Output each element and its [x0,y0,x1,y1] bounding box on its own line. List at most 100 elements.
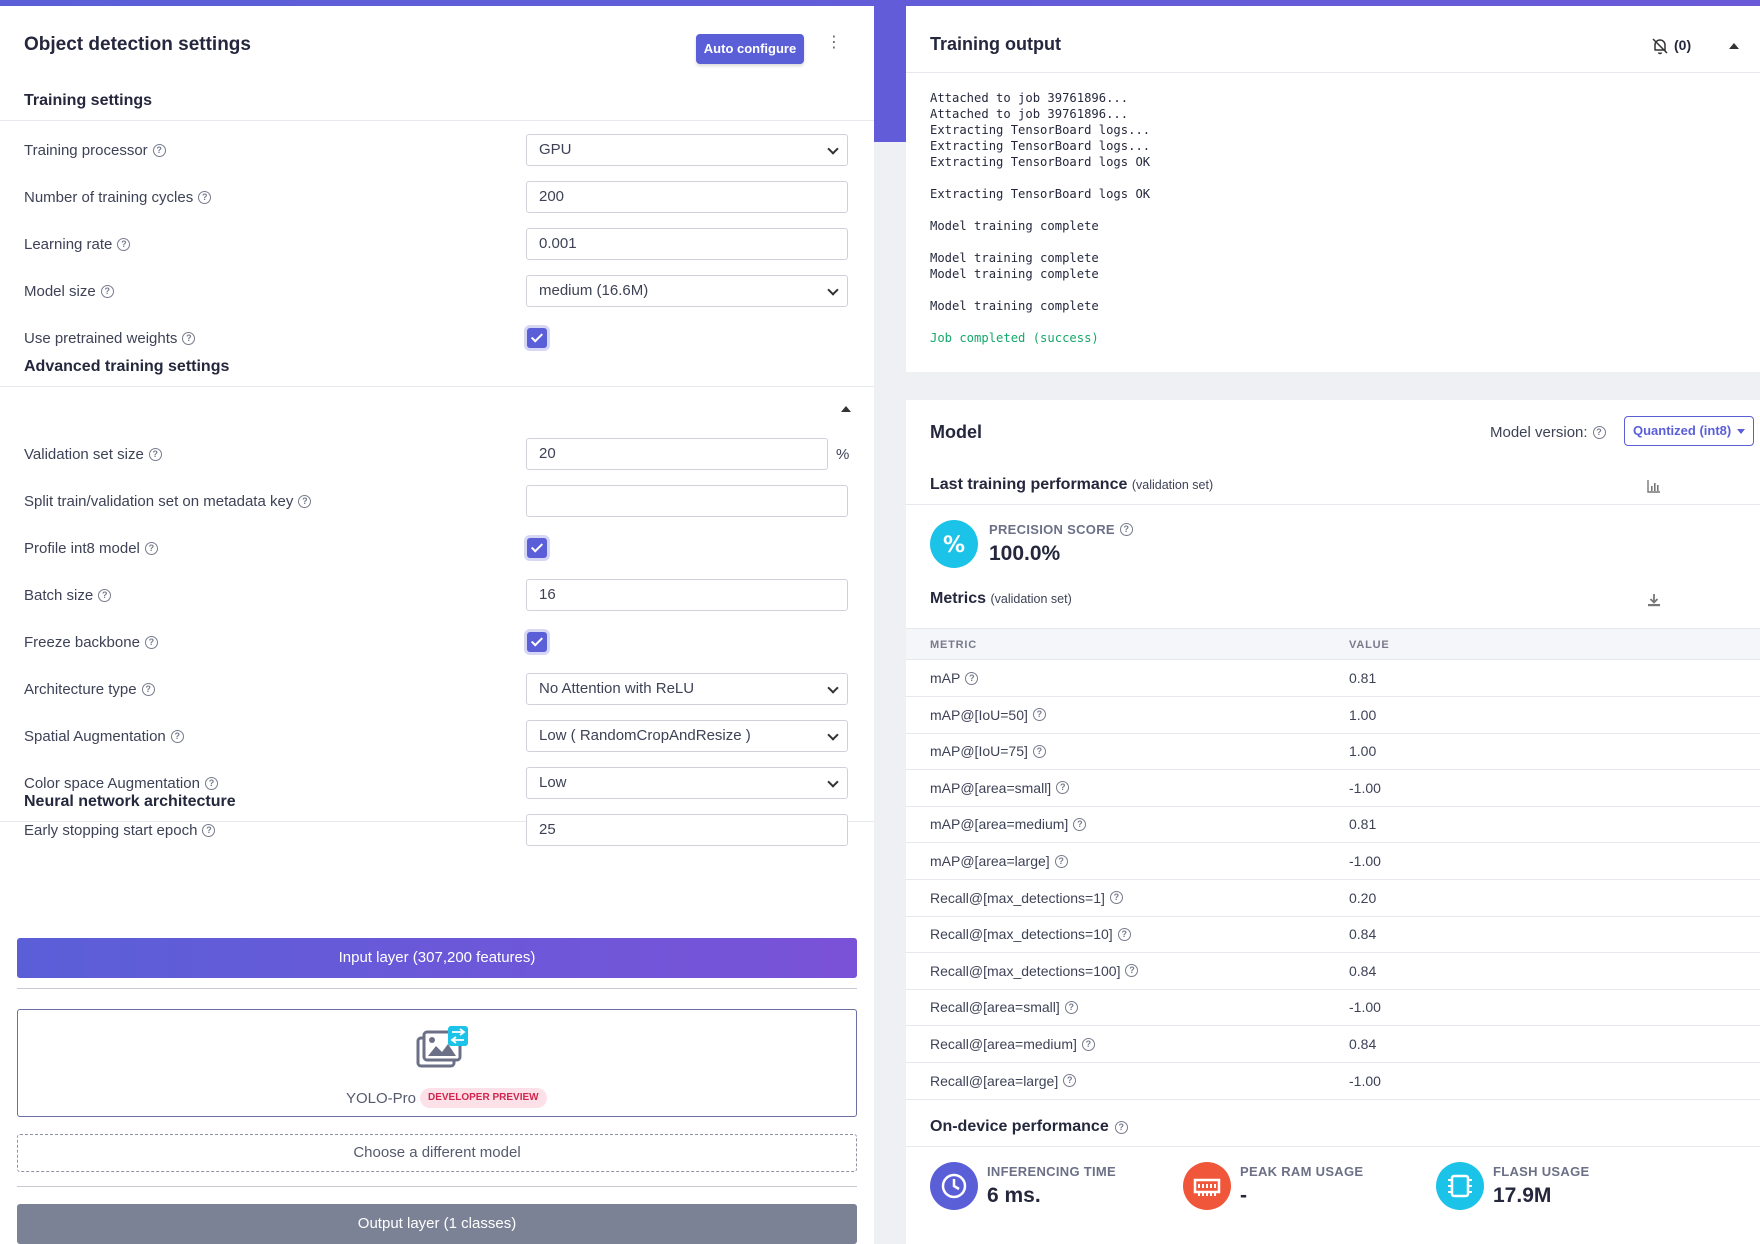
table-row: Recall@[max_detections=100]? 0.84 [906,953,1760,990]
model-version-label: Model version: ? [1490,424,1606,441]
freeze-backbone-checkbox[interactable] [527,632,547,652]
help-icon[interactable]: ? [202,823,216,837]
help-icon[interactable]: ? [1081,1037,1095,1051]
label-model-size: Model size? [24,281,114,301]
on-device-performance-title: On-device performance ? [930,1118,1128,1136]
help-icon[interactable]: ? [144,635,158,649]
log-line: Attached to job 39761896... [930,91,1129,105]
metric-name: Recall@[area=small]? [930,999,1078,1015]
help-icon[interactable]: ? [298,494,312,508]
help-icon[interactable]: ? [1117,927,1131,941]
help-icon[interactable]: ? [1064,1000,1078,1014]
help-icon[interactable]: ? [117,237,131,251]
metric-name-text: mAP@[IoU=75] [930,743,1028,760]
object-detection-settings-panel: Object detection settings Auto configure… [0,6,874,1244]
metric-name: mAP@[area=medium]? [930,816,1087,832]
metric-value: 0.20 [1349,889,1377,906]
input-layer-bar[interactable]: Input layer (307,200 features) [17,938,857,978]
svg-text:%: % [943,533,965,558]
label-use-pretrained-weights: Use pretrained weights? [24,328,196,348]
metric-name-text: mAP@[IoU=50] [930,706,1028,723]
help-icon[interactable]: ? [182,331,196,345]
early-stopping-start-epoch-input[interactable]: 25 [526,814,848,846]
batch-size-input[interactable]: 16 [526,579,848,611]
training-output-title: Training output [930,34,1061,54]
output-layer-bar[interactable]: Output layer (1 classes) [17,1204,857,1244]
log-line: Model training complete [930,219,1099,233]
learning-rate-input[interactable]: 0.001 [526,228,848,260]
table-row: mAP@[IoU=75]? 1.00 [906,733,1760,771]
model-size-select[interactable]: medium (16.6M) [526,275,848,307]
label-text: Batch size [24,586,94,604]
help-icon[interactable]: ? [965,671,979,685]
help-icon[interactable]: ? [1054,854,1068,868]
help-icon[interactable]: ? [1056,781,1070,795]
model-version-select[interactable]: Quantized (int8) [1624,416,1754,446]
bell-off-icon[interactable] [1651,37,1669,55]
help-icon[interactable]: ? [1592,426,1606,439]
metric-name-text: mAP@[area=large] [930,853,1050,869]
inferencing-time-label: INFERENCING TIME [987,1164,1117,1179]
label-text: Validation set size [24,445,144,463]
metric-name: mAP@[area=large]? [930,853,1068,869]
label-text: Learning rate [24,235,113,253]
value-column-header: VALUE [1349,639,1390,651]
help-icon[interactable]: ? [141,682,155,696]
help-icon[interactable]: ? [148,447,162,461]
spatial-augmentation-select[interactable]: Low ( RandomCropAndResize ) [526,720,848,752]
divider [0,386,874,387]
auto-configure-button[interactable]: Auto configure [696,34,804,64]
model-block[interactable]: YOLO-Pro DEVELOPER PREVIEW [17,1009,857,1117]
color-space-augmentation-select[interactable]: Low [526,767,848,799]
label-text: Split train/validation set on metadata k… [24,492,294,510]
training-processor-select[interactable]: GPU [526,134,848,166]
metric-name: Recall@[area=large]? [930,1072,1077,1089]
metric-name-text: Recall@[area=large] [930,1072,1059,1089]
help-icon[interactable]: ? [1032,744,1046,758]
help-icon[interactable]: ? [100,284,114,298]
divider [906,504,1760,505]
advanced-training-settings-title: Advanced training settings [24,358,230,375]
label-text: Use pretrained weights [24,329,178,347]
collapse-caret-icon[interactable] [841,406,851,412]
help-icon[interactable]: ? [204,776,218,790]
help-icon[interactable]: ? [1125,964,1139,978]
help-icon[interactable]: ? [170,729,184,743]
collapse-caret-icon[interactable] [1729,43,1739,49]
help-icon[interactable]: ? [1114,1120,1128,1134]
use-pretrained-weights-checkbox[interactable] [527,328,547,348]
help-icon[interactable]: ? [1073,817,1087,831]
metric-name: mAP@[IoU=75]? [930,743,1046,759]
help-icon[interactable]: ? [152,143,166,157]
download-icon[interactable] [1646,592,1662,608]
help-icon[interactable]: ? [198,190,212,204]
help-icon[interactable]: ? [1109,891,1123,905]
table-row: mAP@[area=medium]? 0.81 [906,806,1760,844]
split-train-validation-set-on-metadata-key-input[interactable] [526,485,848,517]
log-line: Extracting TensorBoard logs... [930,123,1151,137]
choose-different-model-button[interactable]: Choose a different model [17,1134,857,1172]
divider [906,72,1760,73]
help-icon[interactable]: ? [1063,1074,1077,1088]
metric-name: mAP? [930,670,979,686]
chart-icon[interactable] [1646,478,1662,494]
profile-int8-model-checkbox[interactable] [527,538,547,558]
log-line: Extracting TensorBoard logs OK [930,187,1151,201]
more-options-icon[interactable]: ⋮ [826,34,842,51]
validation-set-size-input[interactable]: 20 [526,438,828,470]
help-icon[interactable]: ? [98,588,112,602]
number-of-training-cycles-input[interactable]: 200 [526,181,848,213]
table-row: mAP@[IoU=50]? 1.00 [906,697,1760,734]
peak-ram-usage-value: - [1240,1184,1247,1207]
panel-title: Object detection settings [24,34,251,55]
help-icon[interactable]: ? [1119,523,1133,536]
metric-name-text: Recall@[max_detections=1] [930,889,1105,906]
help-icon[interactable]: ? [144,541,158,555]
help-icon[interactable]: ? [1032,708,1046,722]
architecture-type-select[interactable]: No Attention with ReLU [526,673,848,705]
metric-value: 0.81 [1349,816,1377,833]
label-text: Model size [24,282,96,300]
developer-preview-badge: DEVELOPER PREVIEW [420,1088,547,1108]
metric-value: -1.00 [1349,1072,1381,1089]
flash-usage-value: 17.9M [1493,1184,1552,1207]
